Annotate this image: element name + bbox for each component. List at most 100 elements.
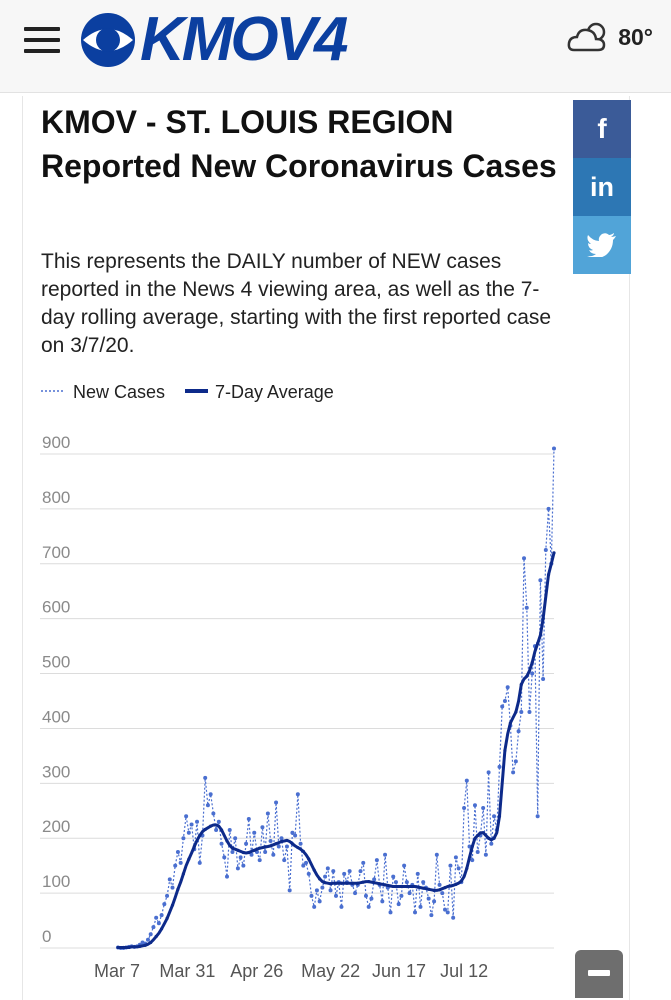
- seven-day-average-point: [454, 882, 458, 886]
- new-cases-point: [347, 869, 352, 874]
- new-cases-point: [399, 893, 404, 898]
- seven-day-average-point: [492, 836, 496, 840]
- new-cases-point: [167, 877, 172, 882]
- new-cases-point: [241, 863, 246, 868]
- new-cases-point: [513, 759, 518, 764]
- new-cases-point: [203, 775, 208, 780]
- new-cases-point: [453, 855, 458, 860]
- new-cases-point: [524, 605, 529, 610]
- facebook-share-button[interactable]: f: [573, 100, 631, 158]
- new-cases-point: [443, 907, 447, 912]
- new-cases-point: [402, 863, 407, 868]
- temperature: 80°: [618, 23, 653, 50]
- x-tick-label: Jun 17: [372, 961, 426, 981]
- new-cases-point: [301, 863, 306, 868]
- seven-day-average-point: [143, 943, 147, 947]
- new-cases-point: [230, 849, 235, 854]
- new-cases-point: [369, 896, 374, 901]
- seven-day-average-point: [388, 884, 393, 888]
- new-cases-point: [173, 863, 178, 868]
- new-cases-point: [334, 893, 338, 898]
- seven-day-average-point: [497, 814, 502, 818]
- new-cases-point: [418, 904, 423, 909]
- seven-day-average-point: [432, 888, 436, 892]
- new-cases-point: [165, 893, 170, 898]
- new-cases-point: [293, 833, 298, 838]
- new-cases-point: [432, 899, 437, 904]
- new-cases-point: [502, 699, 507, 703]
- new-cases-point: [314, 888, 319, 893]
- weather-widget[interactable]: 80°: [566, 20, 653, 54]
- new-cases-point: [366, 904, 371, 909]
- top-navigation-bar: KMOV4 80°: [0, 0, 671, 93]
- new-cases-point: [216, 819, 221, 824]
- kmov4-logo[interactable]: KMOV4: [80, 9, 348, 71]
- new-cases-point: [238, 855, 243, 860]
- x-tick-label: May 22: [301, 961, 360, 981]
- new-cases-point: [181, 836, 186, 841]
- new-cases-point: [505, 685, 510, 690]
- seven-day-average-point: [546, 573, 551, 577]
- new-cases-point: [148, 932, 153, 937]
- seven-day-average-point: [132, 945, 136, 949]
- twitter-share-button[interactable]: [573, 216, 631, 274]
- new-cases-point: [363, 893, 368, 898]
- new-cases-point: [282, 858, 287, 863]
- hamburger-menu-icon[interactable]: [24, 27, 60, 53]
- new-cases-point: [429, 913, 434, 918]
- seven-day-average-point: [476, 833, 480, 838]
- new-cases-point: [205, 803, 210, 808]
- seven-day-average-point: [241, 850, 245, 855]
- new-cases-point: [175, 849, 180, 854]
- seven-day-average-point: [328, 882, 333, 886]
- new-cases-point: [298, 841, 303, 846]
- x-tick-label: Mar 31: [159, 961, 215, 981]
- new-cases-point: [383, 852, 388, 857]
- seven-day-average-point: [508, 721, 512, 725]
- seven-day-average-point: [465, 866, 469, 871]
- new-cases-point: [552, 446, 556, 451]
- new-cases-point: [195, 819, 200, 824]
- new-cases-point: [434, 852, 439, 857]
- new-cases-point: [358, 869, 363, 874]
- linkedin-share-button[interactable]: in: [573, 158, 631, 216]
- new-cases-point: [393, 880, 398, 885]
- seven-day-average-point: [247, 850, 251, 855]
- seven-day-average-point: [290, 842, 294, 846]
- seven-day-average-point: [279, 839, 284, 844]
- x-tick-label: Apr 26: [230, 961, 283, 981]
- seven-day-average-point: [541, 617, 545, 621]
- new-cases-point: [353, 891, 358, 896]
- new-cases-point: [415, 871, 420, 876]
- new-cases-point: [197, 860, 202, 865]
- seven-day-average-point: [225, 839, 229, 843]
- seven-day-average-point: [334, 881, 338, 885]
- x-tick-label: Mar 7: [94, 961, 140, 981]
- new-cases-point: [511, 770, 516, 775]
- new-cases-point: [404, 880, 409, 885]
- seven-day-average-point: [198, 833, 202, 838]
- new-cases-point: [470, 858, 475, 863]
- new-cases-point: [156, 921, 161, 926]
- new-cases-point: [472, 803, 477, 808]
- new-cases-point: [462, 806, 467, 811]
- new-cases-point: [159, 913, 164, 918]
- new-cases-point: [486, 770, 491, 775]
- new-cases-point: [388, 910, 393, 915]
- new-cases-point: [546, 506, 551, 511]
- minimize-button[interactable]: [575, 950, 623, 998]
- seven-day-average-point: [269, 844, 273, 848]
- new-cases-point: [391, 874, 396, 879]
- new-cases-point: [527, 709, 532, 714]
- seven-day-average-point: [149, 940, 153, 945]
- seven-day-average-point: [214, 823, 218, 827]
- new-cases-point: [186, 830, 191, 835]
- new-cases-point: [464, 778, 469, 783]
- new-cases-point: [214, 827, 219, 832]
- chart-legend: New Cases 7-Day Average: [41, 382, 334, 402]
- new-cases-point: [184, 814, 189, 819]
- seven-day-average-point: [312, 868, 316, 872]
- new-cases-point: [233, 836, 238, 841]
- seven-day-average-point: [448, 884, 453, 888]
- new-cases-point: [246, 817, 251, 822]
